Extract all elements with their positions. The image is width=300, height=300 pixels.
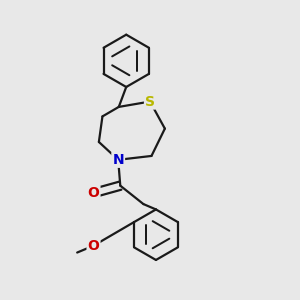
Text: O: O — [88, 186, 100, 200]
Text: S: S — [145, 94, 155, 109]
Text: N: N — [112, 153, 124, 167]
Text: O: O — [88, 239, 100, 253]
